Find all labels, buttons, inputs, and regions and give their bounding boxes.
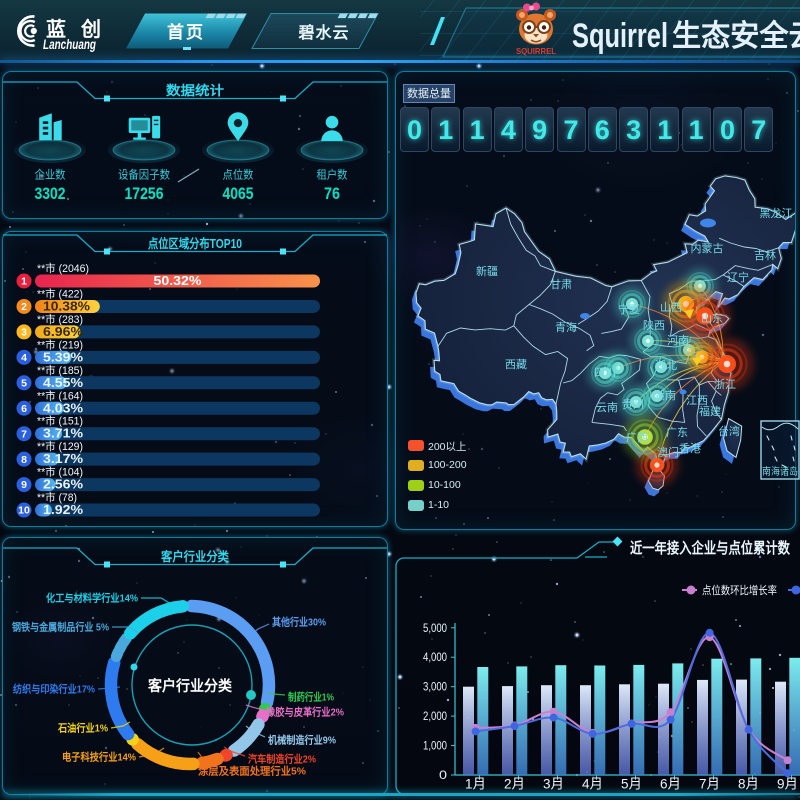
svg-text:钢铁与金属制品行业 5%: 钢铁与金属制品行业 5% [12,621,110,634]
svg-text:碧水云: 碧水云 [297,23,349,42]
svg-text:9: 9 [21,479,27,491]
svg-text:3: 3 [21,327,27,339]
svg-text:蓝创: 蓝创 [46,17,116,41]
svg-text:点位数: 点位数 [223,168,254,182]
svg-text:近一年接入企业与点位累计数: 近一年接入企业与点位累计数 [630,539,791,557]
svg-text:**市 (78): **市 (78) [37,490,77,504]
svg-text:橡胶与皮革行业2%: 橡胶与皮革行业2% [266,706,345,719]
svg-text:9月: 9月 [777,777,798,792]
svg-text:5,000: 5,000 [423,621,447,635]
svg-text:1: 1 [21,276,27,288]
svg-text:客户行业分类: 客户行业分类 [147,677,232,695]
svg-text:**市 (164): **市 (164) [37,388,83,402]
svg-text:4065: 4065 [223,184,254,203]
svg-text:Lanchuang: Lanchuang [43,37,97,52]
svg-text:2月: 2月 [504,777,525,792]
svg-text:**市 (219): **市 (219) [37,337,83,351]
svg-text:5: 5 [21,377,27,389]
svg-text:石油行业1%: 石油行业1% [57,722,108,735]
svg-text:生态安全云平台: 生态安全云平台 [672,19,800,53]
svg-text:3302: 3302 [35,184,66,203]
svg-text:7月: 7月 [699,777,720,792]
svg-text:8月: 8月 [738,777,759,792]
svg-text:1,000: 1,000 [423,739,447,753]
svg-text:10.38%: 10.38% [43,299,90,313]
svg-text:4,000: 4,000 [423,650,447,664]
svg-text:点位数环比增长率: 点位数环比增长率 [702,583,777,597]
svg-text:**市 (104): **市 (104) [37,465,83,479]
svg-text:数据统计: 数据统计 [166,83,224,98]
svg-text:设备因子数: 设备因子数 [118,168,170,182]
svg-text:汽车制造行业2%: 汽车制造行业2% [248,753,317,766]
svg-text:4月: 4月 [582,777,603,792]
svg-text:Squirrel: Squirrel [572,17,668,55]
svg-text:76: 76 [324,184,340,203]
svg-text:1月: 1月 [465,777,486,792]
svg-text:50.32%: 50.32% [154,274,202,288]
svg-text:电子科技行业14%: 电子科技行业14% [62,751,137,764]
svg-text:17256: 17256 [125,184,164,203]
svg-text:点位区域分布TOP10: 点位区域分布TOP10 [148,236,242,251]
svg-text:化工与材料学行业14%: 化工与材料学行业14% [46,592,139,605]
svg-text:**市 (283): **市 (283) [37,312,83,326]
svg-text:其他行业30%: 其他行业30% [272,616,327,629]
svg-text:4: 4 [21,352,27,364]
svg-text:6.96%: 6.96% [43,325,83,339]
svg-text:2.56%: 2.56% [43,478,83,492]
svg-text:机械制造行业9%: 机械制造行业9% [268,734,337,747]
svg-text:**市 (2046): **市 (2046) [37,261,89,275]
svg-text:5月: 5月 [621,777,642,792]
svg-text:3月: 3月 [543,777,564,792]
svg-text:1.92%: 1.92% [43,503,83,517]
svg-text:10: 10 [18,505,30,517]
svg-text:3.17%: 3.17% [43,452,83,466]
svg-text:制药行业1%: 制药行业1% [288,691,335,704]
svg-text:6: 6 [21,403,27,415]
svg-text:4.03%: 4.03% [43,401,83,415]
svg-text:客户行业分类: 客户行业分类 [160,549,229,564]
svg-text:6月: 6月 [660,777,681,792]
svg-text:租户数: 租户数 [317,168,348,182]
svg-text:**市 (185): **市 (185) [37,363,83,377]
svg-text:南海诸岛: 南海诸岛 [762,465,798,478]
svg-text:SQUIRREL: SQUIRREL [516,47,556,56]
svg-text:4.55%: 4.55% [43,376,83,390]
svg-text:7: 7 [21,428,27,440]
svg-text:**市 (129): **市 (129) [37,439,83,453]
svg-text:2,000: 2,000 [423,709,447,723]
svg-text:纺织与印染行业17%: 纺织与印染行业17% [13,683,96,696]
svg-text:2: 2 [21,301,27,313]
svg-text:**市 (151): **市 (151) [37,414,83,428]
svg-text:3.71%: 3.71% [43,427,83,441]
svg-text:**市 (422): **市 (422) [37,286,83,300]
svg-text:3,000: 3,000 [423,680,447,694]
svg-text:5.39%: 5.39% [43,350,83,364]
svg-text:涂层及表面处理行业5%: 涂层及表面处理行业5% [198,765,307,778]
svg-text:企业数: 企业数 [35,168,66,182]
svg-text:8: 8 [21,454,27,466]
svg-text:首页: 首页 [167,22,205,42]
svg-text:0: 0 [439,768,447,782]
